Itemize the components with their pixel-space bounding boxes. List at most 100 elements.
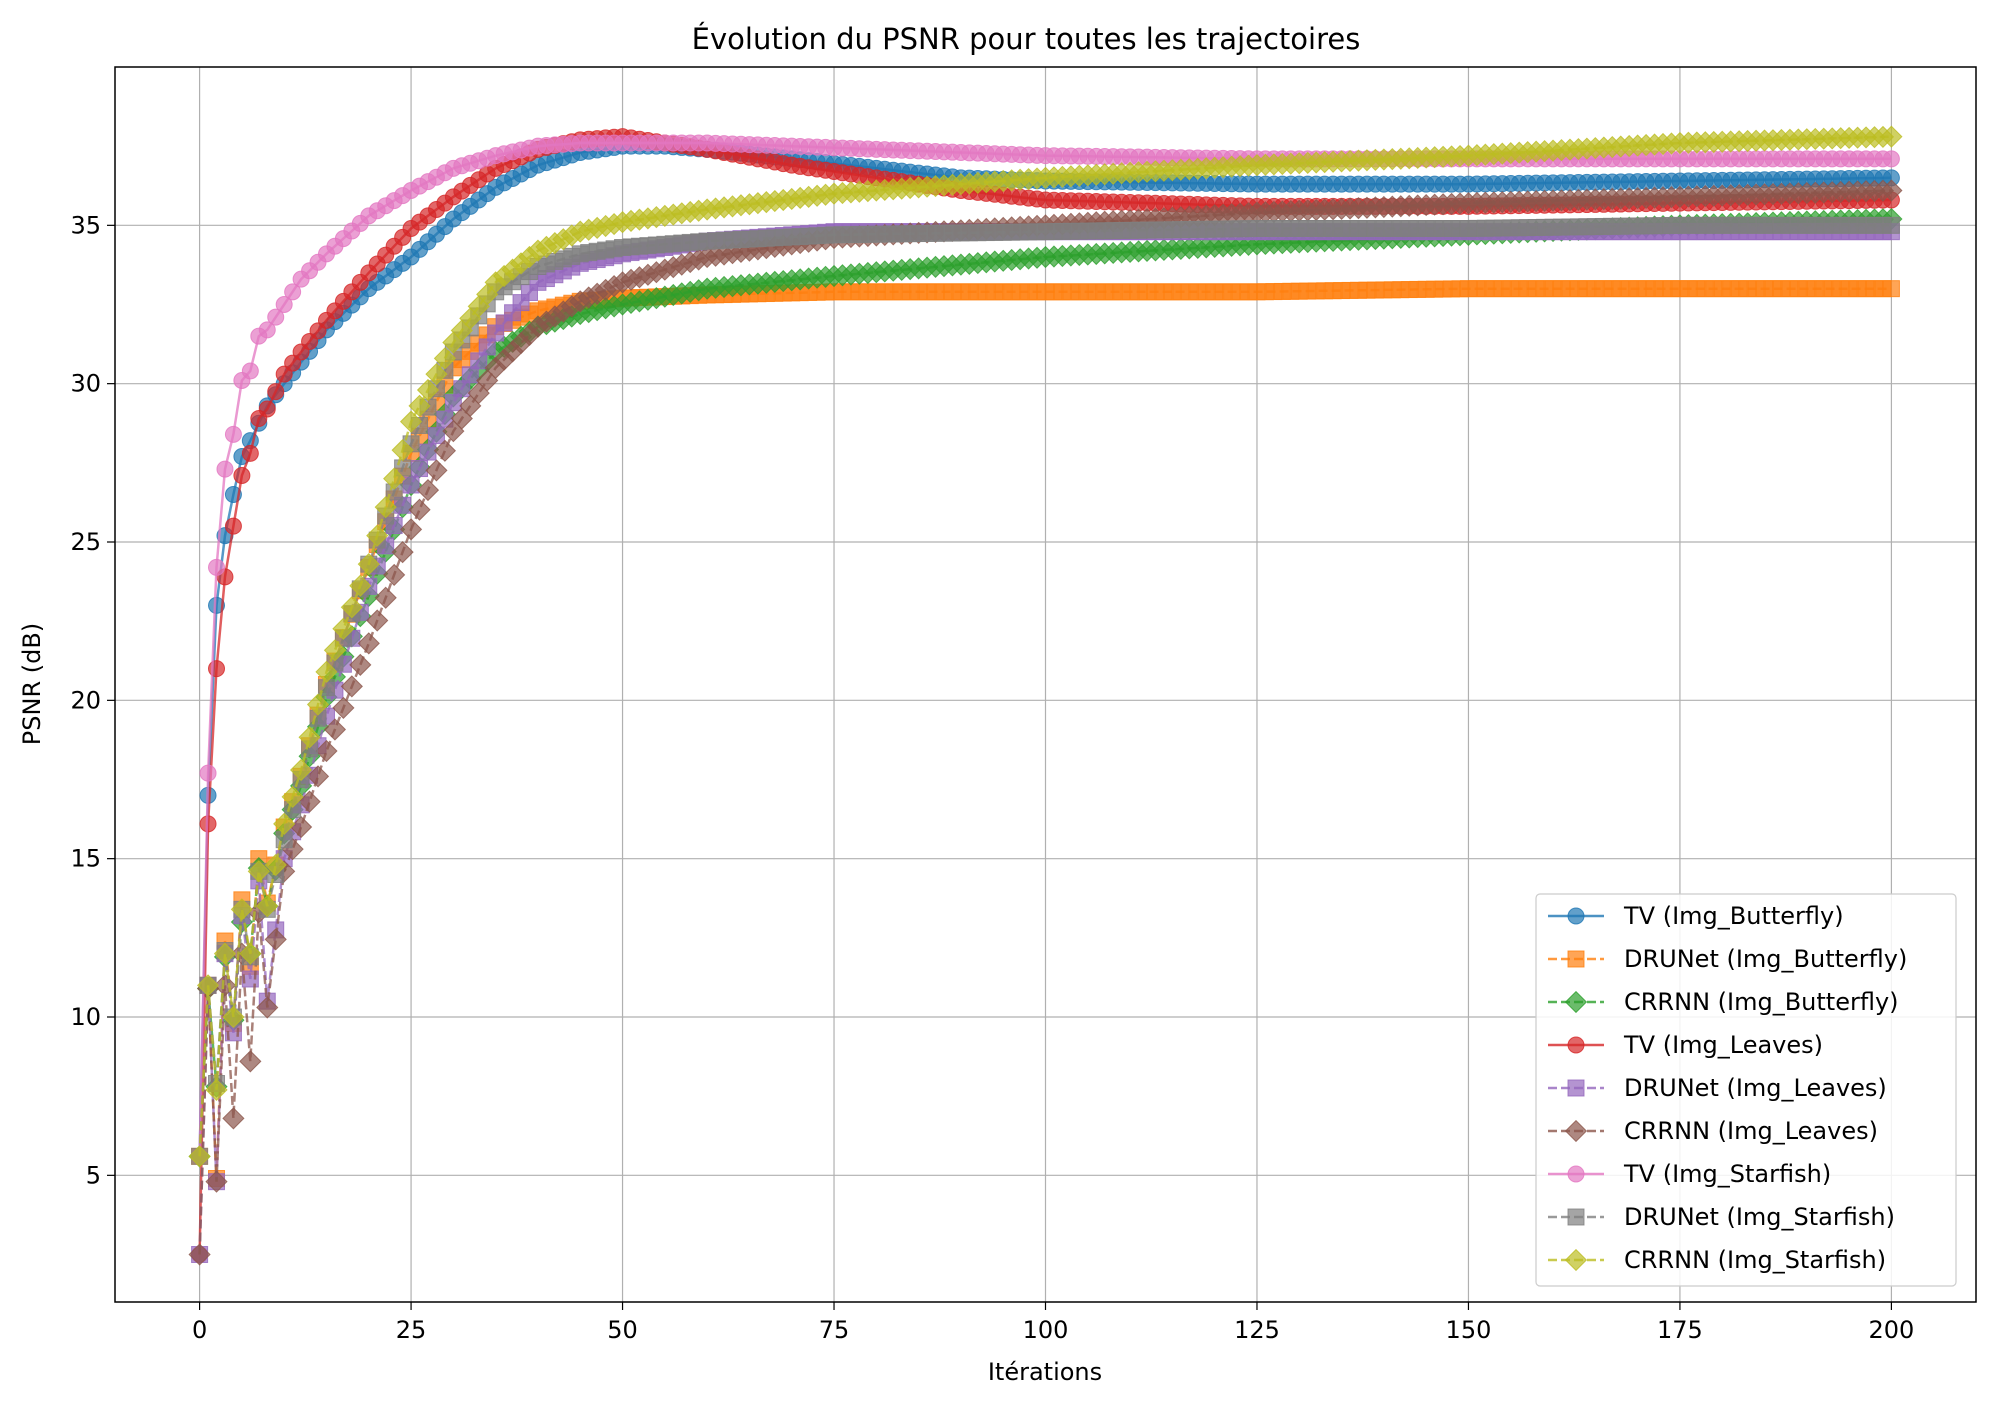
- series-8: [188, 125, 1903, 1168]
- data-point: [188, 1243, 211, 1266]
- data-point: [196, 974, 220, 997]
- data-point: [275, 296, 293, 313]
- legend-label: CRRNN (Img_Leaves): [1624, 1117, 1878, 1145]
- y-axis-label: PSNR (dB): [18, 623, 46, 745]
- data-point: [357, 553, 380, 576]
- legend-label: DRUNet (Img_Butterfly): [1624, 945, 1907, 973]
- data-point: [298, 726, 321, 749]
- data-point: [374, 586, 397, 609]
- data-series: [188, 125, 1903, 1266]
- legend-label: DRUNet (Img_Leaves): [1624, 1074, 1887, 1102]
- data-point: [241, 444, 259, 462]
- data-point: [408, 498, 431, 521]
- data-point: [315, 739, 338, 763]
- data-point: [241, 362, 259, 380]
- data-point: [216, 460, 234, 478]
- data-point: [391, 439, 414, 462]
- data-point: [284, 283, 302, 301]
- data-point: [1880, 125, 1903, 148]
- data-point: [323, 639, 347, 662]
- data-point: [1882, 280, 1900, 298]
- data-point: [349, 653, 372, 676]
- data-point: [408, 394, 431, 417]
- data-point: [247, 860, 270, 883]
- data-point: [258, 321, 276, 339]
- chart-title: Évolution du PSNR pour toutes les trajec…: [692, 22, 1361, 56]
- x-tick-label: 100: [1023, 1316, 1069, 1344]
- y-tick-label: 30: [70, 370, 101, 398]
- legend-label: CRRNN (Img_Butterfly): [1624, 988, 1899, 1016]
- data-point: [188, 1145, 211, 1168]
- legend-marker: [1567, 950, 1585, 968]
- data-point: [1882, 150, 1900, 168]
- data-point: [267, 308, 285, 326]
- data-point: [357, 632, 380, 655]
- data-point: [222, 1107, 245, 1130]
- data-point: [399, 410, 423, 433]
- y-tick-label: 10: [70, 1003, 101, 1031]
- x-tick-label: 150: [1446, 1316, 1492, 1344]
- data-point: [383, 563, 406, 587]
- y-tick-label: 15: [70, 845, 101, 873]
- data-point: [258, 400, 276, 418]
- legend-label: TV (Img_Butterfly): [1623, 902, 1844, 930]
- data-point: [267, 383, 285, 401]
- data-point: [273, 812, 296, 835]
- data-point: [256, 895, 279, 918]
- data-point: [366, 524, 389, 547]
- data-point: [402, 476, 420, 494]
- y-tick-label: 35: [70, 211, 101, 239]
- data-point: [289, 758, 313, 782]
- data-point: [199, 764, 217, 782]
- data-point: [366, 609, 389, 632]
- data-point: [239, 942, 262, 965]
- data-point: [427, 427, 445, 445]
- data-point: [224, 425, 242, 443]
- legend-label: CRRNN (Img_Starfish): [1624, 1246, 1886, 1274]
- data-point: [391, 541, 414, 564]
- y-tick-label: 5: [86, 1161, 101, 1189]
- data-point: [315, 660, 338, 683]
- x-tick-label: 125: [1234, 1316, 1280, 1344]
- legend-marker: [1567, 907, 1585, 925]
- legend-label: TV (Img_Leaves): [1623, 1031, 1823, 1059]
- x-tick-label: 75: [819, 1316, 850, 1344]
- legend-marker: [1564, 1119, 1588, 1143]
- legend-label: TV (Img_Starfish): [1623, 1160, 1831, 1188]
- data-point: [416, 478, 440, 502]
- data-point: [256, 996, 279, 1019]
- data-point: [230, 898, 253, 921]
- data-point: [433, 347, 457, 370]
- x-tick-label: 25: [396, 1316, 427, 1344]
- data-point: [213, 942, 237, 965]
- data-point: [416, 378, 440, 402]
- x-axis-label: Itérations: [988, 1358, 1102, 1386]
- data-point: [425, 459, 448, 482]
- data-point: [399, 518, 423, 541]
- data-point: [298, 790, 321, 813]
- data-point: [222, 1005, 245, 1029]
- legend-marker: [1564, 1248, 1588, 1272]
- data-point: [383, 467, 406, 490]
- data-point: [433, 439, 457, 462]
- data-point: [205, 1078, 228, 1101]
- data-point: [264, 928, 287, 951]
- data-point: [349, 574, 372, 597]
- legend-marker: [1564, 990, 1588, 1014]
- legend-marker: [1567, 1079, 1585, 1097]
- data-point: [281, 785, 304, 809]
- x-tick-label: 200: [1869, 1316, 1915, 1344]
- x-tick-label: 0: [192, 1316, 207, 1344]
- legend-frame: [1535, 893, 1957, 1287]
- data-point: [323, 718, 347, 741]
- legend-marker: [1567, 1208, 1585, 1226]
- legend-marker: [1567, 1036, 1585, 1054]
- data-point: [205, 1170, 228, 1193]
- data-point: [1882, 216, 1900, 234]
- data-point: [425, 363, 448, 386]
- y-tick-label: 20: [70, 686, 101, 714]
- data-point: [374, 496, 397, 519]
- data-point: [233, 467, 251, 484]
- data-point: [306, 765, 330, 788]
